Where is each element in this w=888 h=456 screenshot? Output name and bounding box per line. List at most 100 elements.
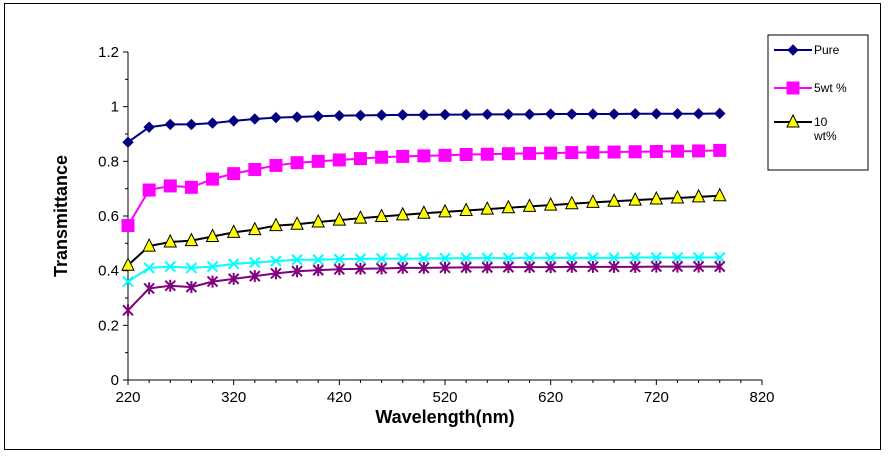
y-tick-label: 0.8 [98,153,119,170]
data-point [121,257,135,271]
data-point [249,270,261,283]
x-axis-title: Wavelength(nm) [375,407,514,427]
data-point [714,251,726,264]
y-tick-label: 0.2 [98,317,119,334]
data-point [502,252,515,264]
y-tick-label: 1 [111,99,119,116]
data-point [670,189,685,204]
data-point [608,252,620,264]
data-point [375,150,389,164]
data-point [565,146,579,160]
y-tick-label: 0 [111,372,119,389]
data-point [185,262,198,274]
data-point [544,108,557,120]
data-point [566,108,578,120]
data-point [460,252,472,264]
data-point [312,264,324,277]
data-point [227,115,240,127]
data-point [480,147,494,161]
data-point [544,146,558,160]
data-point [523,252,536,264]
data-point [185,281,198,294]
data-point [121,219,135,233]
data-point [333,253,346,265]
legend-marker [786,113,800,128]
data-point [418,261,430,274]
legend-box [767,34,869,171]
x-tick-label: 820 [749,389,774,406]
legend-label: 10 [814,115,828,129]
data-point [269,158,283,172]
data-point [397,252,409,265]
data-point [439,261,451,274]
x-tick-label: 320 [221,389,246,406]
data-point [291,111,303,123]
data-point [460,108,472,121]
legend-marker [787,44,799,56]
data-point [143,262,155,274]
data-point [270,255,282,267]
data-point [227,167,241,181]
data-point [185,118,198,131]
data-point [227,272,240,285]
data-point [607,193,621,207]
data-point [184,180,198,194]
data-point [248,163,262,177]
data-point [523,108,536,121]
data-point [206,260,219,273]
data-point [311,213,326,228]
data-point [439,252,451,265]
data-point [374,208,389,223]
data-point [650,251,663,264]
data-point [629,260,641,273]
data-point [164,279,176,292]
data-point [291,254,303,266]
y-axis-title: Transmittance [51,155,71,277]
legend-marker [786,81,800,95]
data-point [714,260,726,273]
x-tick-label: 420 [327,389,352,406]
data-point [122,275,134,288]
data-point [417,149,431,163]
data-point [460,261,472,274]
data-point [459,202,473,217]
data-point [142,237,156,252]
data-point [353,210,368,224]
data-point [628,145,642,159]
data-point [523,146,537,160]
data-point [586,194,600,208]
data-point [312,110,324,122]
data-point [396,149,410,163]
data-point [608,108,620,120]
data-point [122,304,134,317]
data-point [163,179,177,193]
data-point [184,232,199,247]
data-point [649,144,663,158]
data-point [587,108,599,120]
x-tick-label: 720 [644,389,669,406]
data-point [481,261,493,274]
data-point [543,196,558,211]
data-point [333,109,346,122]
data-point [671,260,684,273]
data-point [586,145,600,159]
legend-label: 5wt % [814,81,847,95]
data-point [607,145,621,159]
data-point [270,267,282,280]
data-point [353,152,367,166]
data-point [564,195,579,210]
data-point [143,282,155,295]
x-tick-label: 520 [432,389,457,406]
legend-label: Pure [814,43,840,57]
data-point [712,187,727,202]
data-point [142,183,156,197]
data-point [418,252,430,265]
data-point [523,261,536,274]
data-point [205,228,220,242]
data-point [122,136,134,148]
data-point [397,261,409,274]
data-point [438,148,452,162]
data-point [418,109,430,121]
data-point [608,260,620,273]
